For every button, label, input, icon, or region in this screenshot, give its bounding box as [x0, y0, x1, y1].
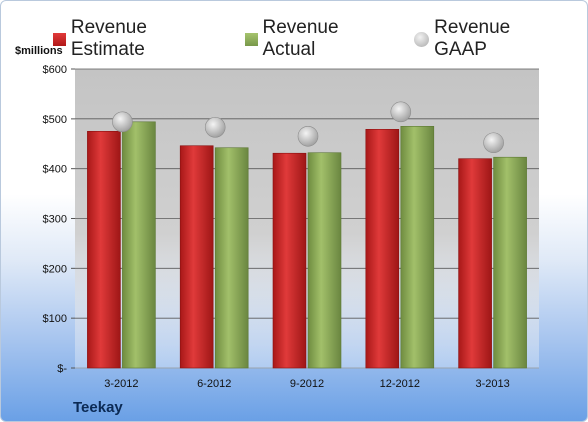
y-tick-label: $300 — [43, 214, 67, 226]
bar-revenue-estimate — [458, 158, 492, 369]
x-tick-label: 9-2012 — [290, 378, 324, 390]
y-tick-label: $400 — [43, 164, 67, 176]
bar-revenue-actual — [493, 156, 527, 369]
bar-revenue-estimate — [87, 130, 121, 369]
point-revenue-gaap — [390, 101, 412, 123]
y-tick-label: $- — [57, 363, 67, 375]
point-revenue-gaap — [112, 111, 133, 133]
bar-revenue-actual — [122, 121, 156, 369]
y-tick-label: $200 — [43, 263, 67, 275]
legend-item-gaap: Revenue GAAP — [414, 17, 567, 61]
legend-label-gaap: Revenue GAAP — [434, 17, 511, 60]
x-tick-label: 3-2013 — [475, 378, 509, 390]
y-tick-label: $500 — [43, 114, 67, 126]
y-tick-label: $100 — [43, 313, 67, 325]
legend-swatch-gaap — [414, 31, 430, 47]
company-name: Teekay — [73, 399, 123, 416]
legend-label-actual: Revenue Actual — [262, 17, 339, 60]
legend-swatch-actual — [244, 32, 258, 46]
point-revenue-gaap — [204, 117, 226, 138]
point-revenue-gaap — [297, 125, 319, 147]
bar-revenue-estimate — [179, 145, 214, 369]
x-tick-label: 6-2012 — [197, 378, 231, 390]
point-revenue-gaap — [483, 132, 504, 154]
bar-revenue-estimate — [365, 128, 400, 369]
bar-revenue-estimate — [272, 152, 307, 369]
legend-item-actual: Revenue Actual — [244, 17, 395, 61]
x-tick-label: 12-2012 — [380, 378, 420, 390]
legend-swatch-estimate — [53, 32, 66, 46]
legend-item-estimate: Revenue Estimate — [53, 17, 225, 61]
y-tick-label: $600 — [43, 64, 67, 76]
y-axis-unit-label: $millions — [15, 45, 63, 57]
bar-revenue-actual — [307, 152, 342, 369]
bar-revenue-actual — [400, 126, 435, 369]
legend: Revenue Estimate Revenue Actual Revenue … — [53, 17, 587, 61]
bar-revenue-actual — [214, 147, 249, 369]
x-tick-label: 3-2012 — [104, 378, 138, 390]
legend-label-estimate: Revenue Estimate — [70, 17, 147, 60]
